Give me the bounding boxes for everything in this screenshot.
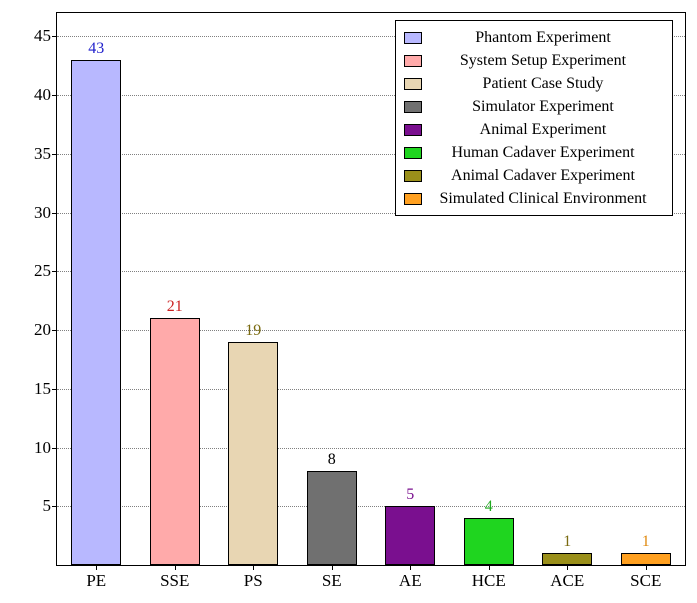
bar-ace (542, 553, 592, 565)
legend-item: System Setup Experiment (404, 49, 664, 72)
bar-se (307, 471, 357, 565)
y-tick-label: 25 (34, 261, 57, 281)
x-tick-label: SE (322, 565, 342, 591)
bar-value-label: 5 (406, 486, 414, 504)
y-tick-label: 45 (34, 26, 57, 46)
legend-label: Simulator Experiment (422, 98, 664, 116)
legend-swatch-icon (404, 32, 422, 44)
bar-value-label: 4 (485, 498, 493, 516)
legend-item: Human Cadaver Experiment (404, 141, 664, 164)
x-tick-label: SSE (160, 565, 189, 591)
bar-chart: 5 10 15 20 25 30 35 40 45 PE 43 SSE 21 PS 19 SE 8 AE 5 HCE 4… (0, 0, 697, 603)
legend-item: Simulated Clinical Environment (404, 187, 664, 210)
bar-value-label: 1 (642, 533, 650, 551)
legend-swatch-icon (404, 55, 422, 67)
grid-line (57, 271, 685, 272)
bar-pe (71, 60, 121, 565)
legend-label: Animal Cadaver Experiment (422, 167, 664, 185)
legend: Phantom Experiment System Setup Experimen… (395, 20, 673, 216)
legend-label: Simulated Clinical Environment (422, 190, 664, 208)
bar-value-label: 8 (328, 451, 336, 469)
bar-hce (464, 518, 514, 565)
x-tick-label: AE (399, 565, 422, 591)
legend-label: Human Cadaver Experiment (422, 144, 664, 162)
bar-value-label: 1 (563, 533, 571, 551)
bar-value-label: 19 (245, 322, 261, 340)
y-tick-label: 5 (43, 496, 58, 516)
legend-swatch-icon (404, 193, 422, 205)
bar-ps (228, 342, 278, 565)
y-tick-label: 30 (34, 203, 57, 223)
x-tick-label: PE (86, 565, 106, 591)
legend-item: Animal Experiment (404, 118, 664, 141)
legend-label: System Setup Experiment (422, 52, 664, 70)
legend-swatch-icon (404, 170, 422, 182)
plot-area: 51015202530354045PE43SSE21PS19SE8AE5HCE4… (56, 12, 686, 566)
x-tick-label: HCE (472, 565, 506, 591)
x-tick-label: ACE (550, 565, 584, 591)
y-tick-label: 35 (34, 144, 57, 164)
legend-swatch-icon (404, 78, 422, 90)
bar-ae (385, 506, 435, 565)
bar-sse (150, 318, 200, 565)
legend-item: Phantom Experiment (404, 26, 664, 49)
x-tick-label: SCE (630, 565, 661, 591)
y-tick-label: 15 (34, 379, 57, 399)
legend-label: Phantom Experiment (422, 29, 664, 47)
legend-item: Animal Cadaver Experiment (404, 164, 664, 187)
y-tick-label: 40 (34, 85, 57, 105)
bar-value-label: 21 (167, 298, 183, 316)
legend-label: Patient Case Study (422, 75, 664, 93)
legend-item: Simulator Experiment (404, 95, 664, 118)
legend-label: Animal Experiment (422, 121, 664, 139)
legend-item: Patient Case Study (404, 72, 664, 95)
bar-value-label: 43 (88, 40, 104, 58)
x-tick-label: PS (244, 565, 263, 591)
bar-sce (621, 553, 671, 565)
legend-swatch-icon (404, 101, 422, 113)
y-tick-label: 20 (34, 320, 57, 340)
y-tick-label: 10 (34, 438, 57, 458)
legend-swatch-icon (404, 147, 422, 159)
legend-swatch-icon (404, 124, 422, 136)
